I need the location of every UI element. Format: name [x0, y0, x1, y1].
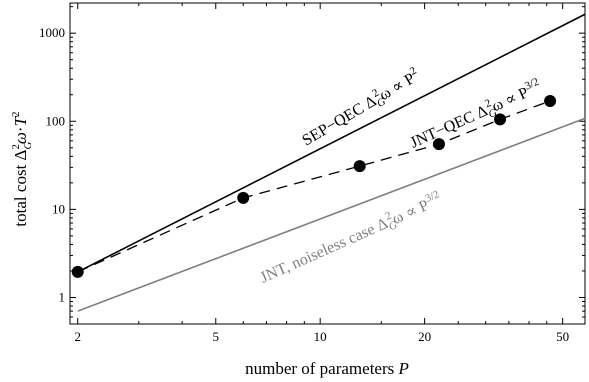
series-lines [77, 13, 586, 312]
data-points [71, 94, 557, 278]
annotation-3: JNT, noiseless case ΔG2ω ∝ P3/2 [256, 188, 445, 289]
data-point [544, 94, 557, 107]
data-point [494, 113, 507, 126]
y-axis-label: total cost ΔG2ω·T2 [10, 111, 34, 226]
annotation-2: JNT−QEC ΔG2ω ∝ P3/2 [406, 76, 545, 155]
data-point [432, 138, 445, 151]
series-line-2 [77, 100, 551, 273]
plot-frame [69, 2, 586, 325]
data-point [237, 191, 250, 204]
x-tick-label: 10 [314, 329, 327, 344]
x-tick-label: 50 [556, 329, 569, 344]
x-tick-label: 5 [213, 329, 220, 344]
data-point [71, 265, 84, 278]
x-axis-label: number of parameters P [245, 359, 409, 378]
series-line-1 [77, 13, 586, 273]
annotation-1: SEP−QEC ΔG2ω ∝ P2 [298, 65, 424, 152]
y-tick-label: 1 [59, 289, 66, 304]
x-tick-label: 20 [418, 329, 431, 344]
y-tick-label: 1000 [39, 25, 65, 40]
ticks: 2 5 10 20 50 1 10 100 1000 [39, 3, 585, 344]
x-tick-label: 2 [74, 329, 81, 344]
series-line-3 [77, 117, 586, 312]
plot-area [69, 2, 586, 325]
y-tick-label: 100 [46, 113, 66, 128]
y-tick-label: 10 [52, 201, 65, 216]
data-point [353, 160, 366, 173]
